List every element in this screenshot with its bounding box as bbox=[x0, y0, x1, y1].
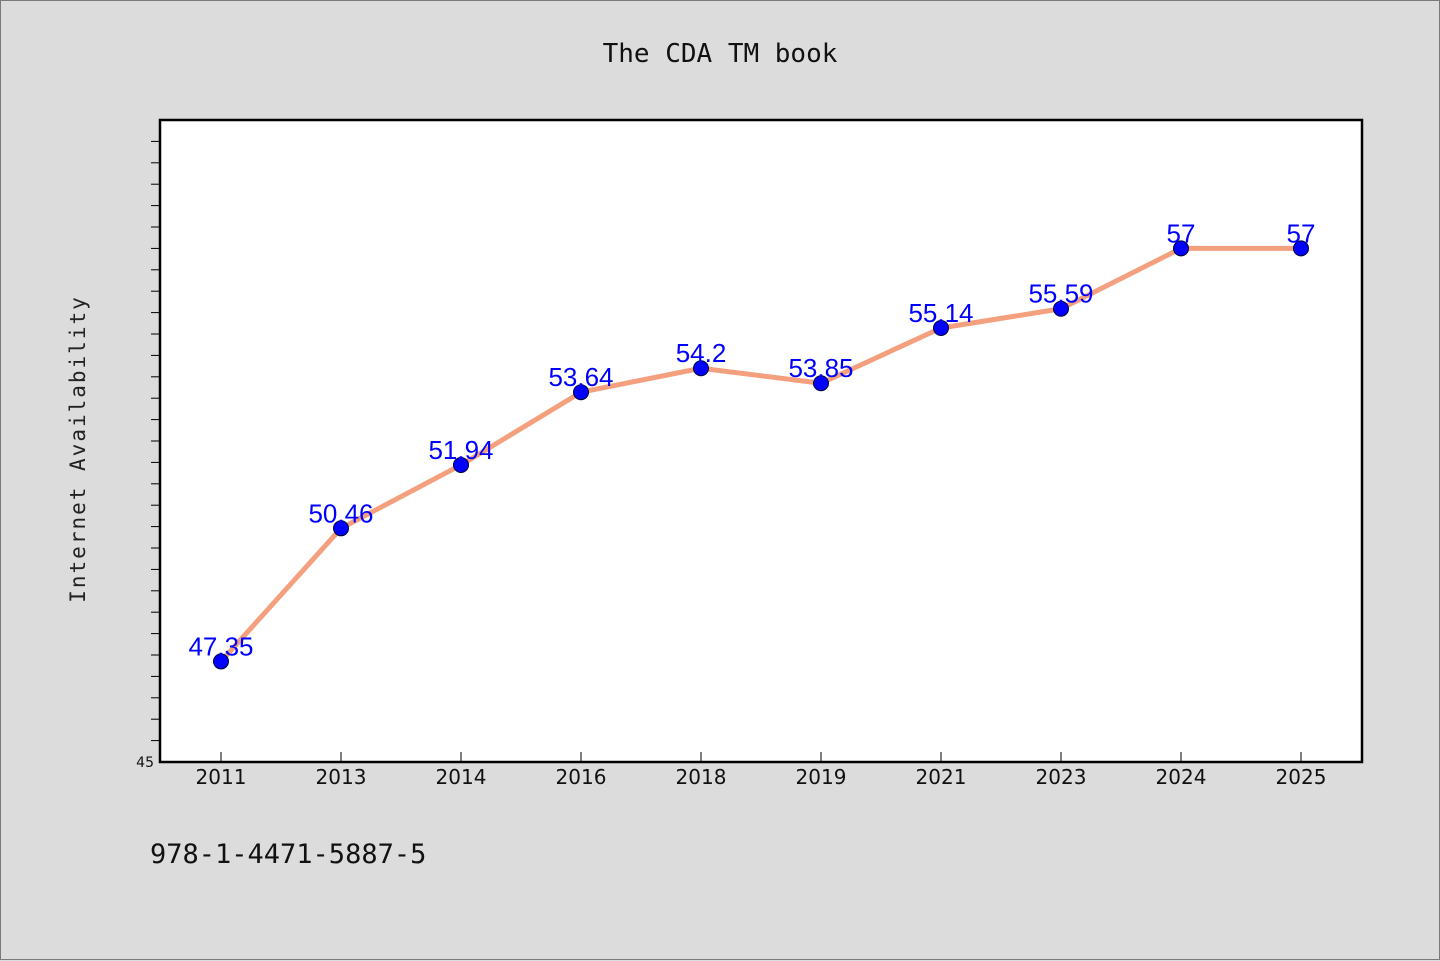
data-label: 55.59 bbox=[1028, 279, 1093, 309]
data-point bbox=[213, 653, 229, 670]
series-line bbox=[218, 245, 1304, 664]
data-point bbox=[813, 375, 829, 392]
x-tick-label: 2011 bbox=[196, 765, 247, 789]
x-tick-label: 2021 bbox=[916, 765, 967, 789]
data-point bbox=[933, 320, 949, 337]
y-axis-label: Internet Availability bbox=[66, 295, 90, 603]
data-labels: 47.35 50.46 51.94 53.64 54.2 53.85 55.14 55.59 5… bbox=[188, 218, 1315, 661]
data-label: 51.94 bbox=[428, 435, 493, 465]
data-label: 57 bbox=[1167, 218, 1196, 248]
series-line-group bbox=[218, 245, 1304, 664]
x-tick-label: 2024 bbox=[1156, 765, 1207, 789]
data-point bbox=[1173, 240, 1189, 257]
data-label: 53.85 bbox=[788, 353, 853, 383]
x-axis-ticks: 2011 2013 2014 2016 2018 2019 2021 2023 2024 2025 bbox=[196, 752, 1327, 789]
x-tick-label: 2013 bbox=[316, 765, 367, 789]
y-axis-min-label: 45 bbox=[136, 755, 154, 771]
data-point bbox=[333, 520, 349, 537]
data-markers bbox=[213, 240, 1309, 670]
x-tick-label: 2023 bbox=[1036, 765, 1087, 789]
data-point bbox=[693, 360, 709, 377]
x-tick-label: 2025 bbox=[1276, 765, 1327, 789]
data-point bbox=[1053, 300, 1069, 317]
chart-title: The CDA TM book bbox=[603, 39, 838, 69]
x-tick-label: 2018 bbox=[676, 765, 727, 789]
isbn-text: 978-1-4471-5887-5 bbox=[150, 839, 426, 870]
data-label: 53.64 bbox=[548, 362, 613, 392]
x-tick-label: 2016 bbox=[556, 765, 607, 789]
data-label: 57 bbox=[1287, 218, 1316, 248]
data-point bbox=[453, 456, 469, 473]
data-label: 50.46 bbox=[308, 498, 373, 528]
data-label: 54.2 bbox=[676, 338, 727, 368]
plot-area bbox=[158, 118, 1364, 764]
x-tick-label: 2019 bbox=[796, 765, 847, 789]
data-point bbox=[1293, 240, 1309, 257]
data-label: 47.35 bbox=[188, 631, 253, 661]
data-point bbox=[573, 384, 589, 401]
data-label: 55.14 bbox=[908, 298, 973, 328]
x-tick-label: 2014 bbox=[436, 765, 487, 789]
y-axis-ticks bbox=[151, 140, 160, 742]
